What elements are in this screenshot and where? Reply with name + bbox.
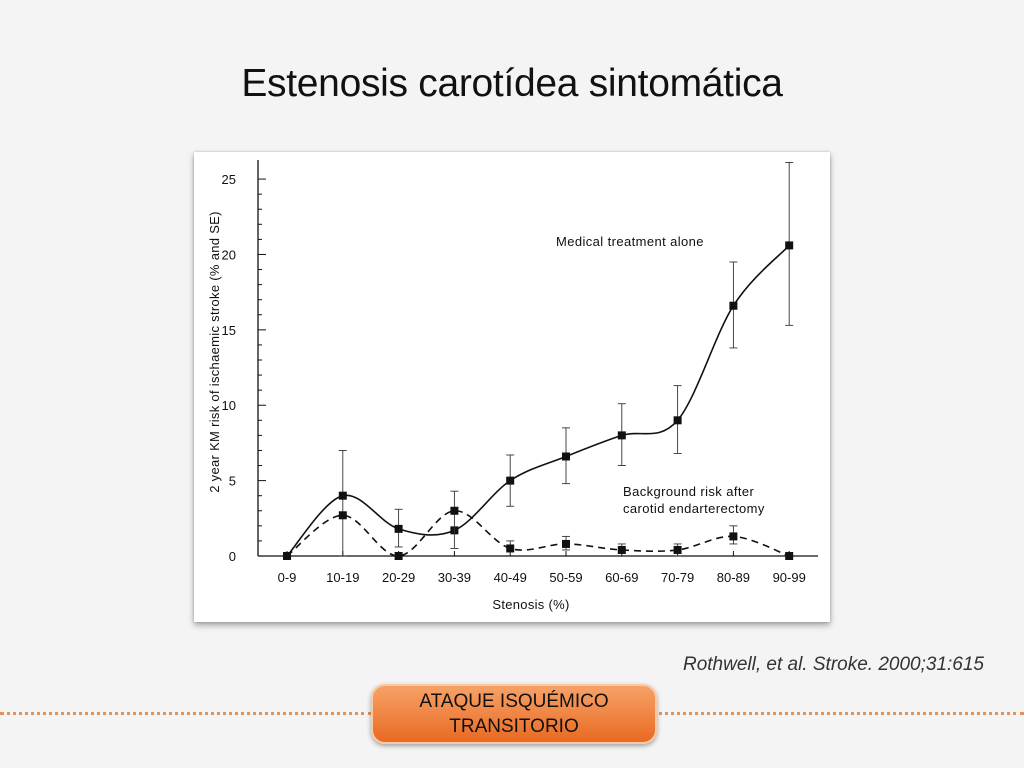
- x-tick-label: 70-79: [661, 570, 694, 585]
- y-tick-label: 25: [222, 172, 236, 187]
- citation: Rothwell, et al. Stroke. 2000;31:615: [682, 654, 984, 675]
- data-point-medical: [785, 241, 794, 250]
- x-tick-label: 10-19: [326, 570, 359, 585]
- y-tick-label: 0: [229, 549, 236, 564]
- data-point-background: [450, 506, 459, 515]
- x-tick-label: 60-69: [605, 570, 638, 585]
- data-point-background: [729, 532, 738, 541]
- data-point-background: [673, 545, 682, 554]
- data-point-background: [394, 552, 403, 560]
- data-point-background: [617, 545, 626, 554]
- y-tick-label: 10: [222, 398, 236, 413]
- data-point-background: [283, 552, 291, 560]
- tia-badge: ATAQUE ISQUÉMICO TRANSITORIO: [371, 684, 657, 744]
- data-point-background: [338, 511, 347, 520]
- data-point-background: [562, 539, 570, 548]
- x-tick-label: 30-39: [438, 570, 471, 585]
- label-background-risk-line1: Background risk after: [623, 484, 755, 499]
- x-tick-label: 50-59: [549, 570, 582, 585]
- data-point-medical: [338, 491, 347, 500]
- y-axis-title: 2 year KM risk of ischaemic stroke (% an…: [207, 211, 222, 493]
- data-point-medical: [673, 416, 682, 425]
- data-point-medical: [729, 301, 738, 310]
- x-tick-label: 0-9: [278, 570, 297, 585]
- series-line-background: [286, 509, 790, 557]
- chart-figure: 0 5 10 15 20 25 0-9 10-19 20-29 30-39 40-49 50-59 60…: [194, 152, 830, 622]
- dotted-divider-left: [0, 712, 372, 715]
- x-axis-title: Stenosis (%): [492, 597, 569, 612]
- y-tick-label: 20: [222, 247, 236, 262]
- y-tick-label: 5: [229, 474, 236, 489]
- y-tick-label: 15: [222, 323, 236, 338]
- dotted-divider-right: [652, 712, 1024, 715]
- x-tick-label: 20-29: [382, 570, 415, 585]
- slide-title: Estenosis carotídea sintomática: [241, 62, 783, 105]
- data-point-medical: [506, 476, 515, 485]
- stroke-risk-chart: 0 5 10 15 20 25 0-9 10-19 20-29 30-39 40-49 50-59 60…: [207, 160, 818, 612]
- x-tick-label: 80-89: [717, 570, 750, 585]
- data-point-medical: [562, 452, 570, 461]
- data-point-medical: [394, 524, 403, 533]
- x-tick-label: 40-49: [494, 570, 527, 585]
- data-point-background: [506, 544, 515, 553]
- x-tick-label: 90-99: [773, 570, 806, 585]
- tia-badge-line2: TRANSITORIO: [449, 716, 579, 737]
- label-background-risk-line2: carotid endarterectomy: [623, 501, 765, 516]
- tia-badge-line1: ATAQUE ISQUÉMICO: [419, 691, 609, 712]
- data-point-background: [785, 552, 794, 560]
- series-line-medical: [286, 244, 790, 557]
- data-point-medical: [617, 431, 626, 440]
- label-medical-treatment: Medical treatment alone: [556, 234, 704, 249]
